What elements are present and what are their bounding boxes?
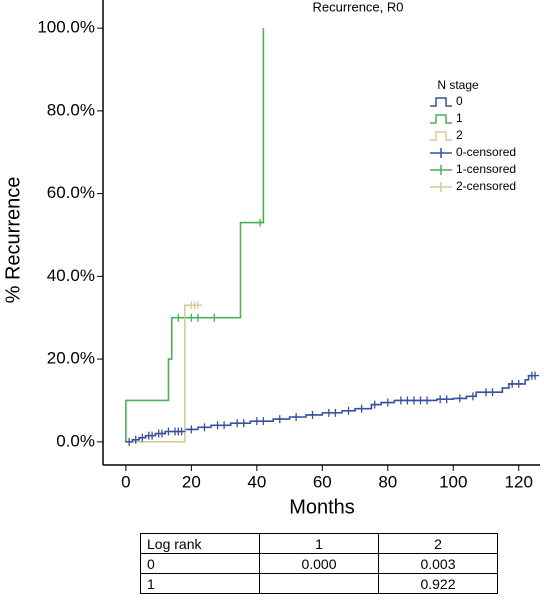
censor-mark <box>344 406 353 415</box>
y-tick-label: 60.0% <box>47 183 95 202</box>
table-cell: 0 <box>140 553 260 574</box>
censor-mark <box>383 398 392 407</box>
legend-symbol <box>430 148 452 158</box>
table-cell: 0.003 <box>378 553 498 574</box>
legend-symbol <box>430 182 452 192</box>
legend-label: 1 <box>456 111 463 125</box>
x-tick-label: 0 <box>121 472 130 491</box>
legend-label: 2 <box>456 128 463 142</box>
step-line <box>125 374 536 443</box>
table-cell <box>259 573 379 594</box>
y-tick-label: 100.0% <box>37 18 95 37</box>
legend-label: 0 <box>456 94 463 108</box>
legend-label: 2-censored <box>456 179 516 193</box>
x-tick-label: 80 <box>378 472 397 491</box>
censor-mark <box>131 435 140 444</box>
legend-symbol <box>430 97 452 107</box>
y-tick-label: 40.0% <box>47 266 95 285</box>
x-tick-label: 120 <box>505 472 533 491</box>
y-tick-label: 20.0% <box>47 349 95 368</box>
table-cell: 0.000 <box>259 553 379 574</box>
legend-label: 0-censored <box>456 145 516 159</box>
censor-mark <box>157 429 166 438</box>
legend-symbol <box>430 114 452 124</box>
censor-mark <box>455 394 464 403</box>
table-row: 0 0.000 0.003 <box>140 553 498 574</box>
chart: Recurrence, R0 Months % Recurrence N sta… <box>2 0 540 518</box>
censor-mark <box>177 427 186 436</box>
censor-mark <box>193 313 202 322</box>
x-axis-label: Months <box>289 496 355 518</box>
censor-mark <box>370 400 379 409</box>
censor-mark <box>220 421 229 430</box>
censor-mark <box>292 413 301 422</box>
legend-label: 1-censored <box>456 162 516 176</box>
table-row: Log rank 1 2 <box>140 533 498 554</box>
x-tick-label: 60 <box>313 472 332 491</box>
censor-mark <box>531 371 540 380</box>
censor-mark <box>210 313 219 322</box>
y-tick-label: 80.0% <box>47 100 95 119</box>
x-tick-label: 40 <box>247 472 266 491</box>
table-cell: 1 <box>259 533 379 554</box>
legend-symbol <box>430 131 452 141</box>
legend-symbol <box>430 165 452 175</box>
censor-mark <box>514 379 523 388</box>
censor-mark <box>187 425 196 434</box>
censor-mark <box>308 410 317 419</box>
censor-mark <box>357 404 366 413</box>
table-cell: 0.922 <box>378 573 498 594</box>
table-cell: 1 <box>140 573 260 594</box>
censor-mark <box>256 218 265 227</box>
censor-mark <box>331 408 340 417</box>
step-line <box>125 304 198 443</box>
table-cell: Log rank <box>140 533 260 554</box>
censor-mark <box>259 417 268 426</box>
censor-mark <box>468 392 477 401</box>
censor-mark <box>174 313 183 322</box>
censor-mark <box>138 433 147 442</box>
y-tick-label: 0.0% <box>56 431 95 450</box>
censor-mark <box>200 423 209 432</box>
x-tick-label: 20 <box>182 472 201 491</box>
table-cell: 2 <box>378 533 498 554</box>
step-line <box>125 28 265 442</box>
censor-mark <box>148 431 157 440</box>
censor-mark <box>193 301 202 310</box>
censor-mark <box>423 396 432 405</box>
censor-mark <box>275 415 284 424</box>
censor-mark <box>488 388 497 397</box>
censor-mark <box>239 419 248 428</box>
log-rank-table: Log rank 1 2 0 0.000 0.003 1 0.922 <box>140 533 498 594</box>
censor-mark <box>125 437 134 446</box>
legend-title: N stage <box>437 78 479 92</box>
y-axis-label: % Recurrence <box>2 177 24 304</box>
x-tick-label: 100 <box>439 472 467 491</box>
table-row: 1 0.922 <box>140 573 498 594</box>
censor-mark <box>442 395 451 404</box>
chart-title: Recurrence, R0 <box>312 0 403 14</box>
